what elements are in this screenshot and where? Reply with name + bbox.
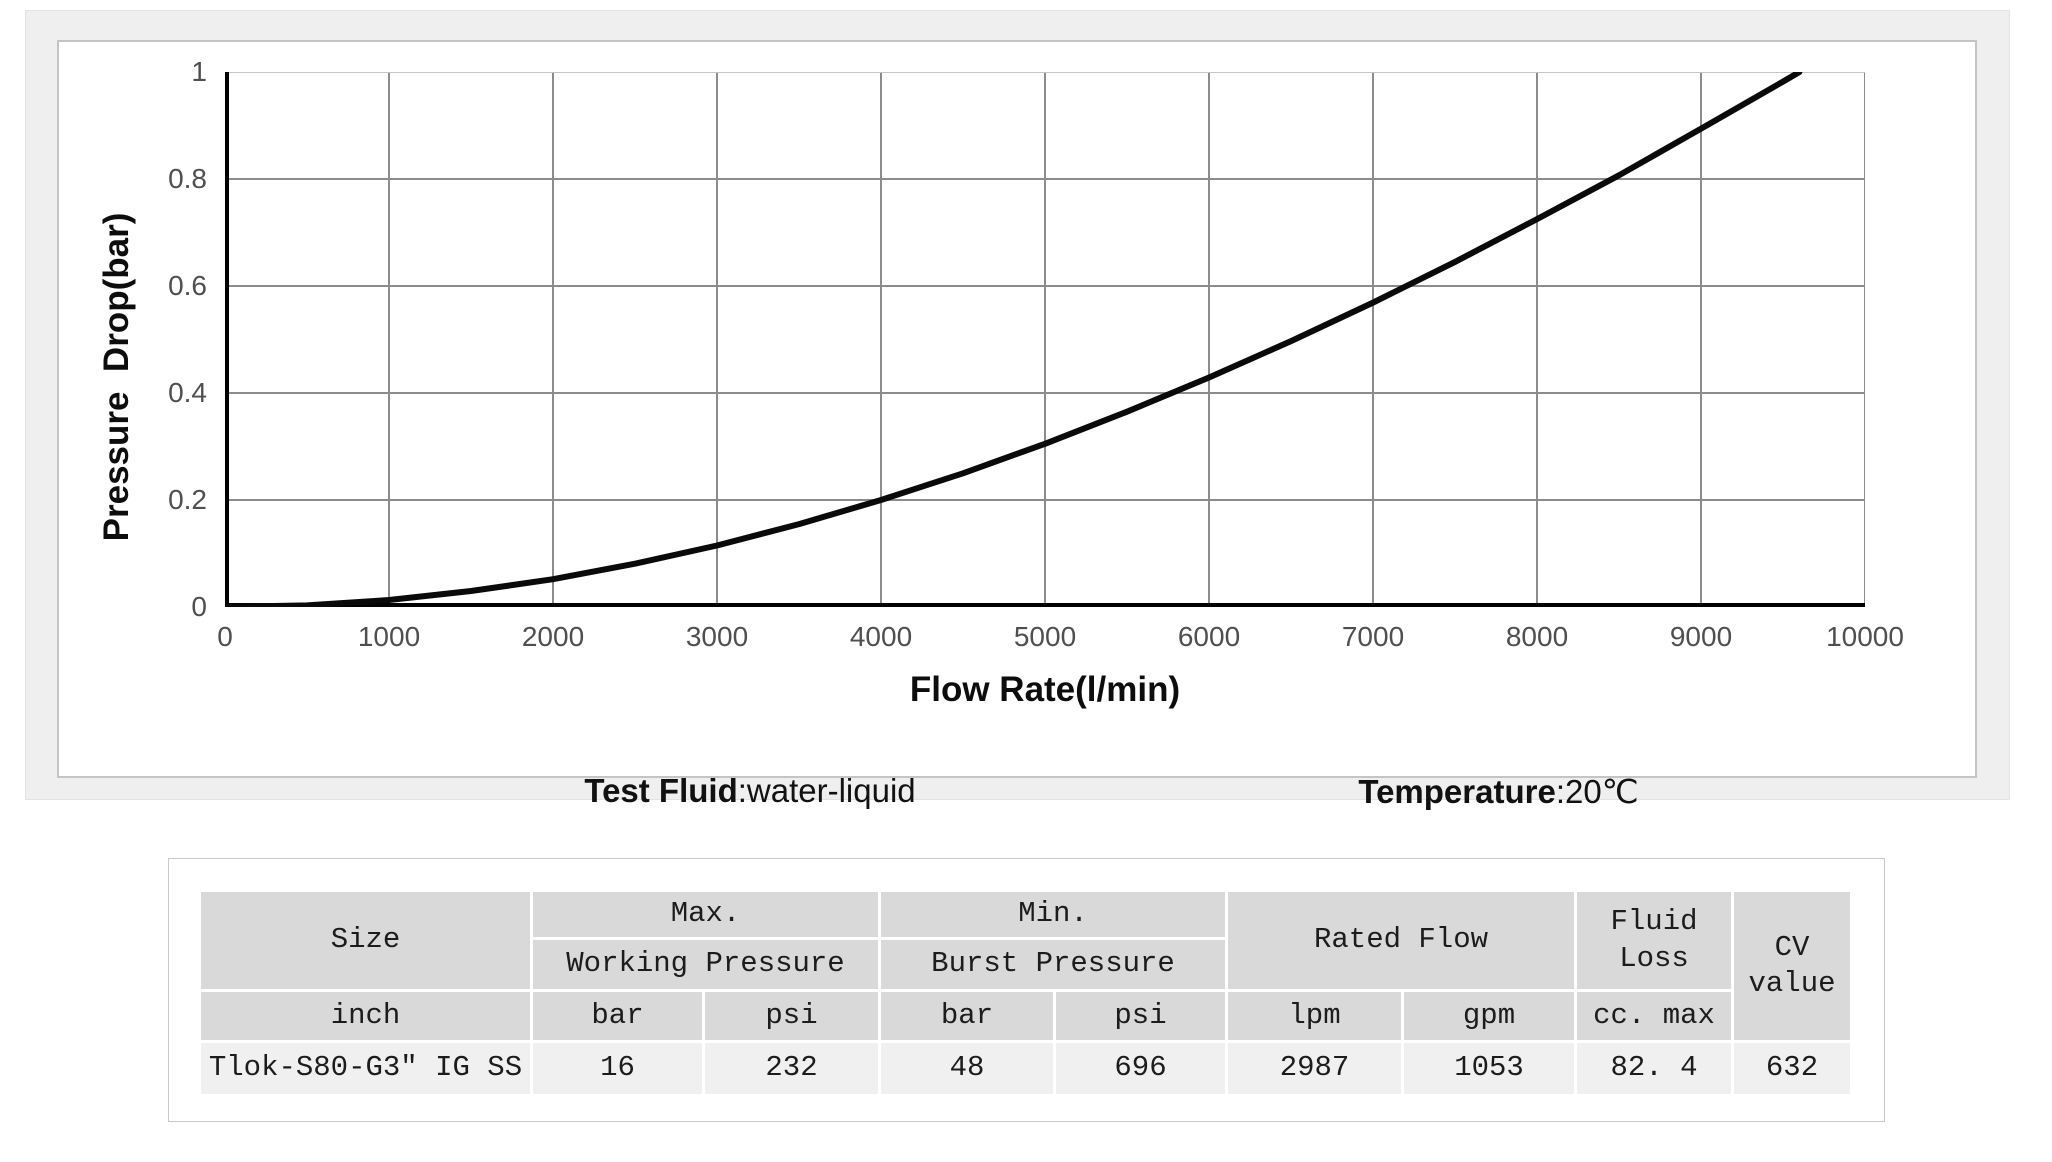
cell-fluid-loss: 82. 4 bbox=[1574, 1040, 1734, 1097]
y-tick-label: 0.6 bbox=[168, 270, 207, 301]
cell-wp-bar: 16 bbox=[530, 1040, 705, 1097]
header-min: Min. bbox=[878, 889, 1228, 940]
x-tick-label: 8000 bbox=[1505, 621, 1569, 652]
temperature-value: :20℃ bbox=[1555, 773, 1639, 810]
x-axis-title: Flow Rate(l/min) bbox=[909, 670, 1181, 709]
temperature-note: Temperature:20℃ bbox=[1285, 734, 1639, 849]
cell-rf-gpm: 1053 bbox=[1401, 1040, 1577, 1097]
header-max: Max. bbox=[530, 889, 881, 940]
cell-rf-lpm: 2987 bbox=[1225, 1040, 1404, 1097]
header-working-pressure: Working Pressure bbox=[530, 937, 881, 992]
x-tick-label: 5000 bbox=[1013, 621, 1077, 652]
x-tick-label: 0 bbox=[217, 621, 233, 652]
cell-size: Tlok-S80-G3″ IG SS bbox=[198, 1040, 533, 1097]
unit-bp-psi: psi bbox=[1053, 989, 1228, 1043]
cell-wp-psi: 232 bbox=[702, 1040, 881, 1097]
table-header-row-1: Size Max. Min. Rated Flow Fluid Loss CV … bbox=[198, 889, 1853, 1043]
pressure-drop-curve bbox=[225, 72, 1803, 607]
unit-wp-psi: psi bbox=[702, 989, 881, 1043]
x-tick-label: 6000 bbox=[1177, 621, 1241, 652]
y-tick-label: 1 bbox=[191, 56, 207, 87]
unit-wp-bar: bar bbox=[530, 989, 705, 1043]
cell-cv-value: 632 bbox=[1731, 1040, 1853, 1097]
pressure-drop-line-chart bbox=[225, 72, 1865, 607]
test-fluid-note: Test Fluid:water-liquid bbox=[511, 734, 916, 848]
chart-panel: Pressure Drop(bar) 0 1000 2000 3000 4000 5000… bbox=[57, 40, 1977, 810]
cell-bp-bar: 48 bbox=[878, 1040, 1056, 1097]
header-size: Size bbox=[198, 889, 533, 992]
header-fluid-loss: Fluid Loss bbox=[1574, 889, 1734, 992]
x-tick-label: 9000 bbox=[1669, 621, 1733, 652]
spec-table: Size Max. Min. Rated Flow Fluid Loss CV … bbox=[198, 889, 1853, 1097]
chart-outer-frame: Pressure Drop(bar) 0 1000 2000 3000 4000 5000… bbox=[25, 10, 2010, 810]
x-tick-label: 3000 bbox=[685, 621, 749, 652]
unit-rf-lpm: lpm bbox=[1225, 989, 1404, 1043]
unit-fluid-loss: cc. max bbox=[1574, 989, 1734, 1043]
y-tick-label: 0.2 bbox=[168, 484, 207, 515]
table-header-row-2: Working Pressure Burst Pressure bbox=[200, 937, 1852, 992]
spec-table-panel: Size Max. Min. Rated Flow Fluid Loss CV … bbox=[168, 858, 1885, 1122]
temperature-label: Temperature bbox=[1358, 773, 1556, 810]
y-tick-label: 0.8 bbox=[168, 163, 207, 194]
x-tick-label: 1000 bbox=[357, 621, 421, 652]
unit-bp-bar: bar bbox=[878, 989, 1056, 1043]
table-data-row: Tlok-S80-G3″ IG SS 16 232 48 696 2987 10… bbox=[198, 1040, 1853, 1097]
x-tick-label: 7000 bbox=[1341, 621, 1405, 652]
y-tick-label: 0.4 bbox=[168, 377, 207, 408]
test-fluid-value: :water-liquid bbox=[737, 772, 916, 809]
plot-area bbox=[225, 72, 1865, 607]
cell-bp-psi: 696 bbox=[1053, 1040, 1228, 1097]
header-cv-value: CV value bbox=[1731, 889, 1853, 1043]
header-rated-flow: Rated Flow bbox=[1225, 889, 1577, 992]
header-burst-pressure: Burst Pressure bbox=[878, 937, 1228, 992]
y-tick-label: 0 bbox=[191, 591, 207, 622]
unit-rf-gpm: gpm bbox=[1401, 989, 1577, 1043]
test-fluid-label: Test Fluid bbox=[584, 772, 738, 809]
x-tick-label: 4000 bbox=[849, 621, 913, 652]
x-tick-label: 2000 bbox=[521, 621, 585, 652]
unit-size: inch bbox=[198, 989, 533, 1043]
table-units-row: inch bar psi bar psi lpm gpm cc. max bbox=[198, 989, 1852, 1043]
x-tick-label: 10000 bbox=[1826, 621, 1904, 652]
